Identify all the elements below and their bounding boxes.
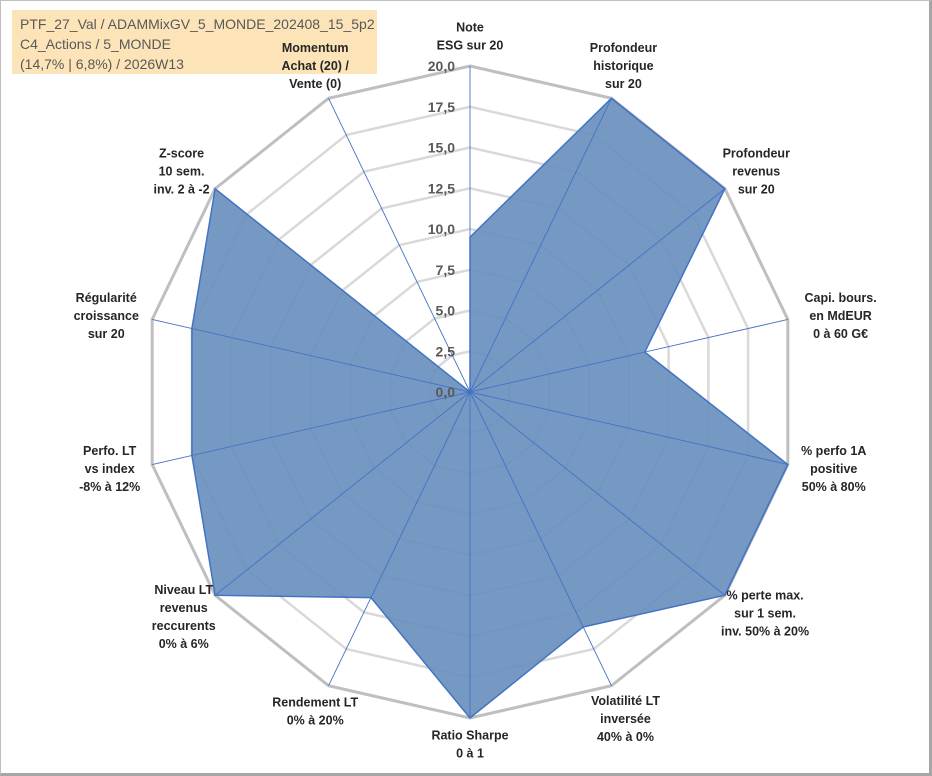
axis-label-line: 0% à 20% — [287, 714, 344, 728]
tick-label: 0,0 — [436, 384, 456, 400]
radar-spoke — [469, 391, 612, 686]
radar-spoke — [469, 391, 726, 596]
axis-label-line: 0 à 1 — [456, 747, 484, 761]
tick-label: 15,0 — [428, 140, 455, 156]
axis-label-line: ESG sur 20 — [437, 39, 504, 53]
radar-spoke — [328, 98, 471, 393]
axis-label: Momentum Achat (20) / Vente (0) — [282, 41, 350, 91]
axis-label-line: 40% à 0% — [597, 730, 654, 744]
axis-label-line: vs index — [85, 462, 135, 476]
radar-spoke — [214, 391, 471, 596]
radar-spoke — [469, 319, 788, 393]
axis-label-line: historique — [593, 59, 653, 73]
axis-label: Profondeur revenus sur 20 — [723, 146, 790, 196]
axis-label-line: Volatilité LT — [591, 694, 660, 708]
axis-label-line: Note — [456, 21, 484, 35]
info-line-2: C4_Actions / 5_MONDE — [20, 36, 171, 52]
axis-label: Ratio Sharpe 0 à 1 — [431, 729, 508, 761]
radar-spoke — [214, 188, 471, 393]
axis-label-line: 0% à 6% — [159, 637, 209, 651]
axis-label-line: Niveau LT — [154, 583, 213, 597]
axis-label-line: % perte max. — [727, 589, 804, 603]
radar-spoke — [152, 391, 471, 465]
axis-label-line: 50% à 80% — [802, 480, 866, 494]
axis-label: Rendement LT 0% à 20% — [272, 696, 358, 728]
axis-label-line: Momentum — [282, 41, 349, 55]
portfolio-info-box: PTF_27_Val / ADAMMixGV_5_MONDE_202408_15… — [12, 10, 377, 74]
axis-label-line: sur 1 sem. — [734, 607, 796, 621]
radar-spokes — [152, 66, 788, 718]
tick-label: 17,5 — [428, 99, 455, 115]
axis-label-line: positive — [810, 462, 857, 476]
axis-label-line: 0 à 60 G€ — [813, 327, 868, 341]
axis-label-line: -8% à 12% — [79, 480, 140, 494]
axis-label-line: Z-score — [159, 146, 204, 160]
axis-label-line: inversée — [600, 712, 651, 726]
radar-spoke — [152, 319, 471, 393]
axis-label-line: inv. 2 à -2 — [154, 182, 210, 196]
axis-label-line: Rendement LT — [272, 696, 358, 710]
axis-label-line: Régularité — [76, 291, 137, 305]
axis-label-line: Achat (20) / — [282, 59, 350, 73]
axis-label-line: Capi. bours. — [804, 291, 876, 305]
axis-label: Niveau LT revenus reccurents 0% à 6% — [152, 583, 216, 651]
axis-label-line: Profondeur — [590, 41, 657, 55]
axis-label: % perte max. sur 1 sem. inv. 50% à 20% — [721, 589, 809, 639]
radar-tick-labels: 0,0 2,5 5,0 7,5 10,0 12,5 15,0 17,5 20,0 — [428, 58, 455, 400]
tick-label: 2,5 — [436, 343, 456, 359]
axis-label-line: sur 20 — [605, 77, 642, 91]
tick-label: 7,5 — [436, 262, 456, 278]
axis-label-line: en MdEUR — [809, 309, 872, 323]
axis-label: Capi. bours. en MdEUR 0 à 60 G€ — [804, 291, 876, 341]
axis-label-line: Ratio Sharpe — [431, 729, 508, 743]
axis-label: Perfo. LT vs index -8% à 12% — [79, 444, 140, 494]
info-line-3: (14,7% | 6,8%) / 2026W13 — [20, 56, 184, 72]
axis-label-line: sur 20 — [738, 182, 775, 196]
axis-label: Profondeur historique sur 20 — [590, 41, 657, 91]
radar-spoke — [469, 98, 612, 393]
axis-label: Régularité croissance sur 20 — [74, 291, 139, 341]
radar-axis-labels: Note ESG sur 20 Profondeur historique sur 20… — [74, 21, 877, 761]
axis-label: Z-score 10 sem. inv. 2 à -2 — [154, 146, 210, 196]
info-line-1: PTF_27_Val / ADAMMixGV_5_MONDE_202408_15… — [20, 16, 375, 32]
radar-spoke — [469, 391, 788, 465]
radar-spoke — [328, 391, 471, 686]
axis-label-line: revenus — [732, 164, 780, 178]
axis-label-line: 10 sem. — [159, 164, 205, 178]
axis-label-line: revenus — [160, 601, 208, 615]
tick-label: 12,5 — [428, 180, 455, 196]
axis-label-line: sur 20 — [88, 327, 125, 341]
axis-label: % perfo 1A positive 50% à 80% — [801, 444, 866, 494]
axis-label-line: Vente (0) — [289, 77, 341, 91]
tick-label: 5,0 — [436, 303, 456, 319]
axis-label-line: inv. 50% à 20% — [721, 625, 809, 639]
radar-spoke — [469, 188, 726, 393]
axis-label: Volatilité LT inversée 40% à 0% — [591, 694, 660, 744]
axis-label-line: % perfo 1A — [801, 444, 866, 458]
axis-label-line: croissance — [74, 309, 139, 323]
tick-label: 20,0 — [428, 58, 455, 74]
axis-label-line: Perfo. LT — [83, 444, 137, 458]
axis-label-line: reccurents — [152, 619, 216, 633]
axis-label-line: Profondeur — [723, 146, 790, 160]
tick-label: 10,0 — [428, 221, 455, 237]
axis-label: Note ESG sur 20 — [437, 21, 504, 53]
